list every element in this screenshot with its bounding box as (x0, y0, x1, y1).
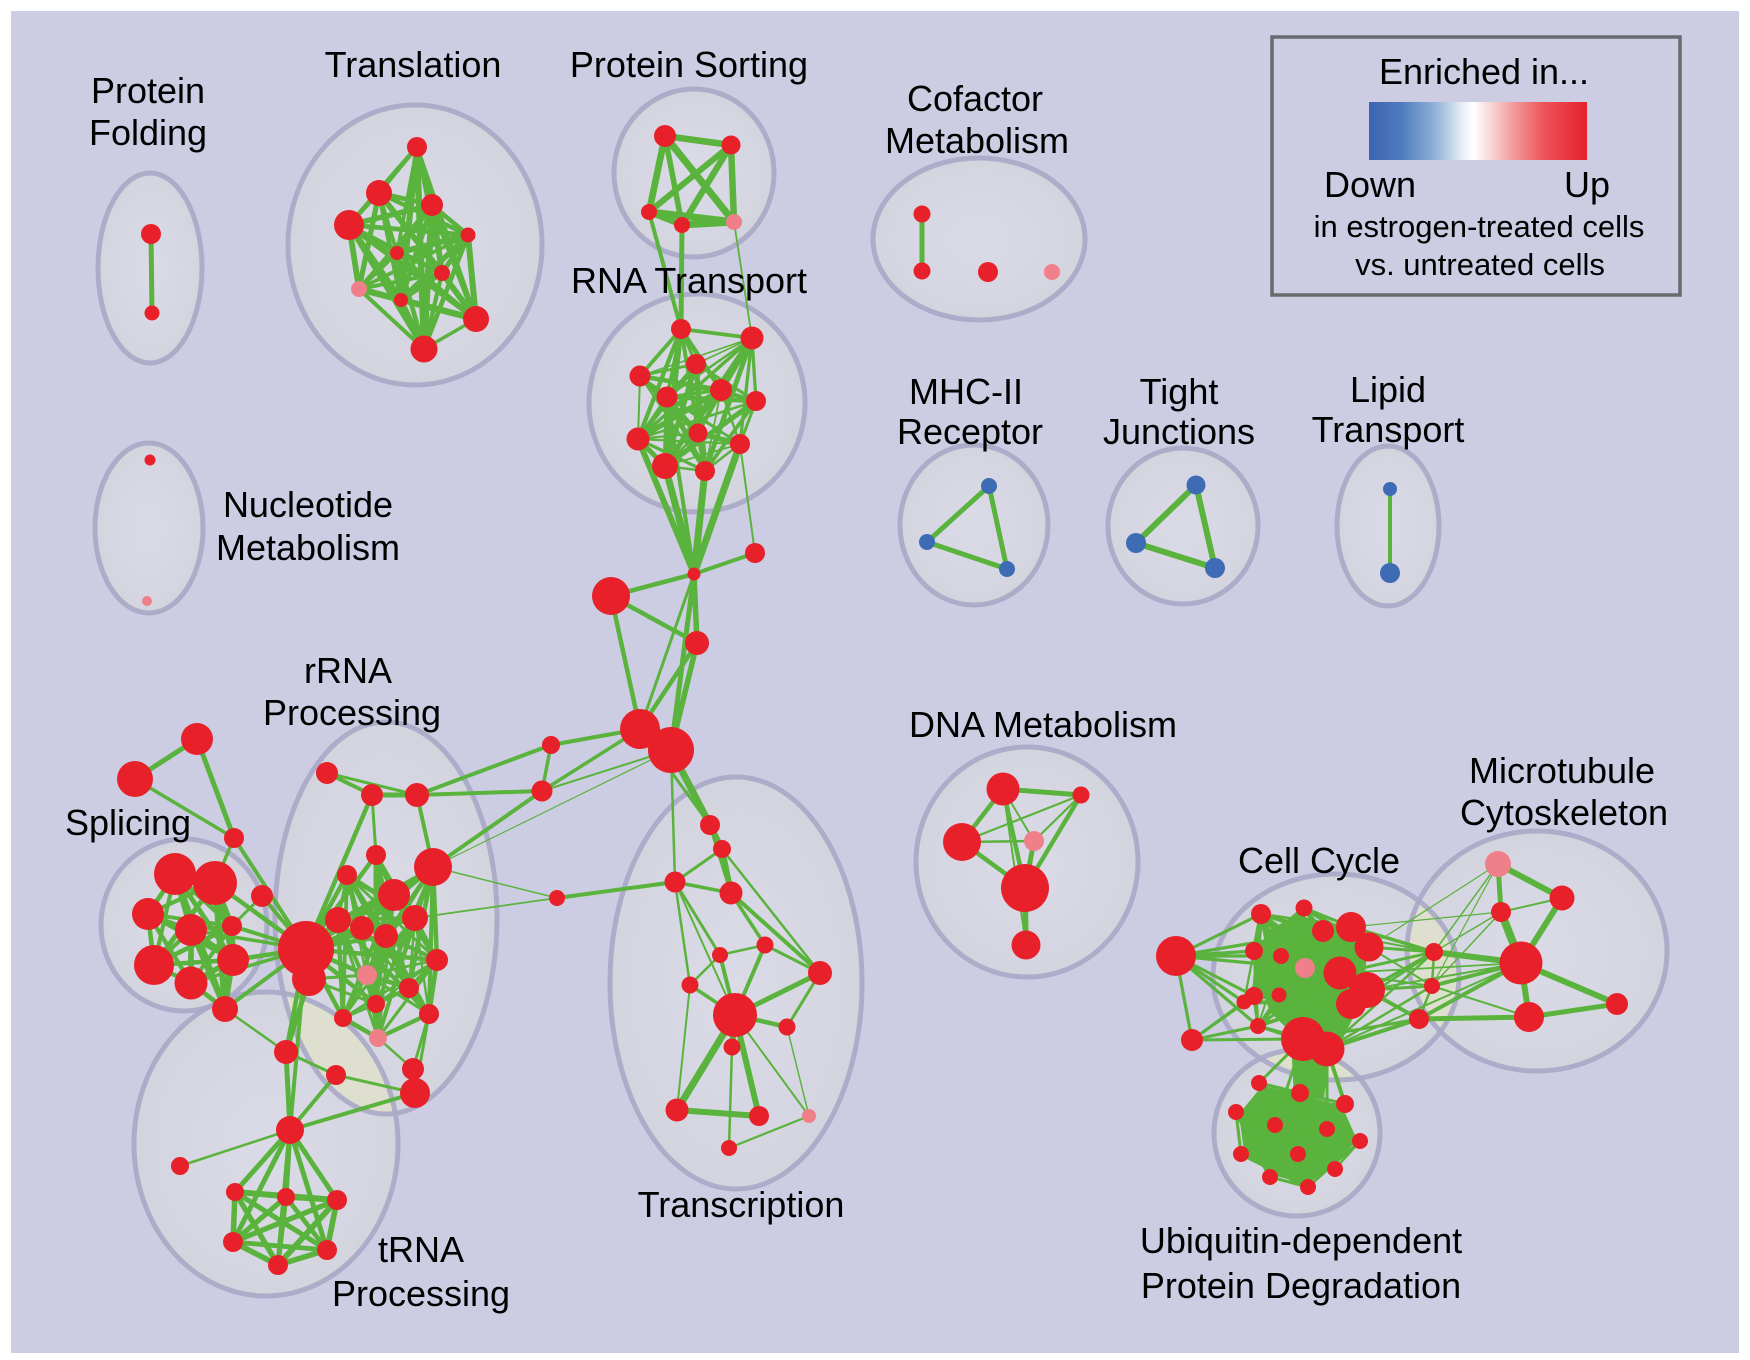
svg-text:MHC-II: MHC-II (909, 371, 1023, 412)
svg-text:Tight: Tight (1140, 371, 1219, 412)
svg-text:in estrogen-treated cells: in estrogen-treated cells (1314, 209, 1645, 244)
svg-text:DNA Metabolism: DNA Metabolism (909, 704, 1177, 745)
svg-text:Up: Up (1564, 164, 1610, 205)
svg-text:Protein Sorting: Protein Sorting (570, 44, 808, 85)
svg-text:vs. untreated cells: vs. untreated cells (1355, 247, 1605, 282)
svg-text:Cofactor: Cofactor (907, 78, 1043, 119)
svg-text:Transport: Transport (1312, 409, 1465, 450)
svg-text:tRNA: tRNA (378, 1229, 464, 1270)
svg-text:Lipid: Lipid (1350, 369, 1426, 410)
svg-text:Metabolism: Metabolism (885, 120, 1069, 161)
svg-text:Cytoskeleton: Cytoskeleton (1460, 792, 1668, 833)
svg-text:Nucleotide: Nucleotide (223, 484, 393, 525)
svg-text:Translation: Translation (325, 44, 502, 85)
svg-text:Splicing: Splicing (65, 802, 191, 843)
svg-text:Receptor: Receptor (897, 411, 1043, 452)
svg-text:Down: Down (1324, 164, 1416, 205)
svg-text:Cell Cycle: Cell Cycle (1238, 840, 1400, 881)
svg-text:Folding: Folding (89, 112, 207, 153)
svg-text:Transcription: Transcription (638, 1184, 845, 1225)
svg-text:rRNA: rRNA (304, 650, 392, 691)
svg-text:Protein Degradation: Protein Degradation (1141, 1265, 1461, 1306)
svg-text:RNA Transport: RNA Transport (571, 260, 807, 301)
svg-text:Junctions: Junctions (1103, 411, 1255, 452)
svg-text:Protein: Protein (91, 70, 205, 111)
svg-text:Ubiquitin-dependent: Ubiquitin-dependent (1140, 1220, 1462, 1261)
svg-text:Microtubule: Microtubule (1469, 750, 1655, 791)
svg-text:Processing: Processing (263, 692, 441, 733)
svg-text:Processing: Processing (332, 1273, 510, 1314)
svg-text:Metabolism: Metabolism (216, 527, 400, 568)
svg-text:Enriched in...: Enriched in... (1379, 51, 1589, 92)
